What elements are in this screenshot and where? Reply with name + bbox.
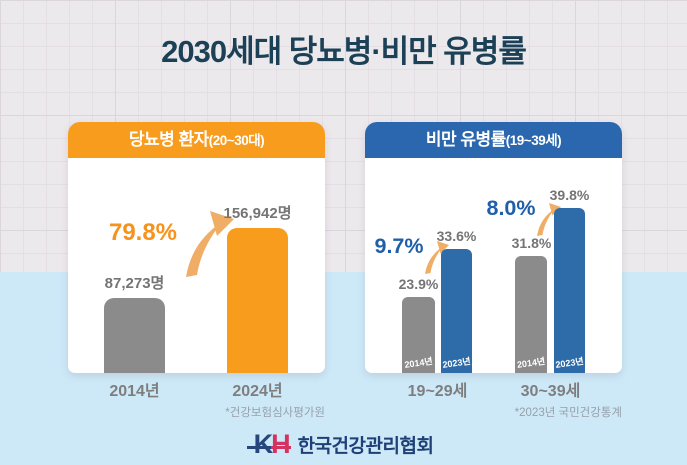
axis-label-30-39: 30~39세 [520,383,581,400]
bar-value-2014-19-29: 23.9% [398,276,439,292]
bar-value-2024: 156,942명 [223,205,292,222]
kh-logo-k: K [253,428,273,459]
source-note-right: *2023년 국민건강통계 [514,407,622,419]
bar-2024-orange [227,228,288,373]
diabetes-panel-title: 당뇨병 환자 [128,130,209,149]
bar-year-label: 2023년 [554,356,585,370]
kh-logo-strike-line [246,446,291,450]
bar-value-2014: 87,273명 [104,275,165,292]
diabetes-change-percent: 79.8% [108,219,178,246]
diabetes-panel-age-range: (20~30대) [208,133,265,148]
bar-year-label: 2014년 [403,356,434,370]
bar-2023-30-39: 2023년 [554,208,585,373]
bar-value-2023-19-29: 33.6% [436,228,477,244]
source-note-left: *건강보험심사평가원 [225,407,325,419]
obesity-change-percent-19-29: 9.7% [374,234,424,258]
bar-2014-30-39: 2014년 [515,256,547,373]
page-title: 2030세대 당뇨병·비만 유병률 [161,34,527,69]
obesity-chart-area: 9.7% 23.9% 2014년 33.6% 2023년 8.0% 31.8% … [365,158,622,373]
axis-label-2024: 2024년 [232,383,283,400]
bar-2023-19-29: 2023년 [441,249,472,373]
diabetes-chart-area: 79.8% 87,273명 156,942명 [68,158,325,373]
obesity-change-percent-30-39: 8.0% [486,196,536,220]
axis-label-2014: 2014년 [109,383,160,400]
kh-logo-h: H [271,428,290,459]
obesity-panel-age-range: (19~39세) [505,133,562,148]
increase-arrow-icon [425,241,449,274]
kh-logo: KH [246,428,291,459]
diabetes-panel: 당뇨병 환자(20~30대) 79.8% 87,273명 156,942명 [68,122,325,373]
bar-2014-19-29: 2014년 [402,297,435,373]
axis-label-19-29: 19~29세 [407,383,468,400]
obesity-panel: 비만 유병률(19~39세) 9.7% 23.9% 2014년 33.6% 20… [365,122,622,373]
diabetes-panel-header: 당뇨병 환자(20~30대) [68,122,325,158]
organization-name: 한국건강관리협회 [297,435,434,457]
bar-year-label: 2023년 [441,356,472,370]
obesity-panel-header: 비만 유병률(19~39세) [365,122,622,158]
increase-arrow-icon [186,211,234,277]
bar-2014-gray [104,298,165,373]
footer: KH 한국건강관리협회 [0,429,687,459]
obesity-panel-title: 비만 유병률 [425,130,506,149]
bar-value-2023-30-39: 39.8% [549,187,590,203]
bar-year-label: 2014년 [516,356,546,370]
bar-value-2014-30-39: 31.8% [511,235,552,251]
